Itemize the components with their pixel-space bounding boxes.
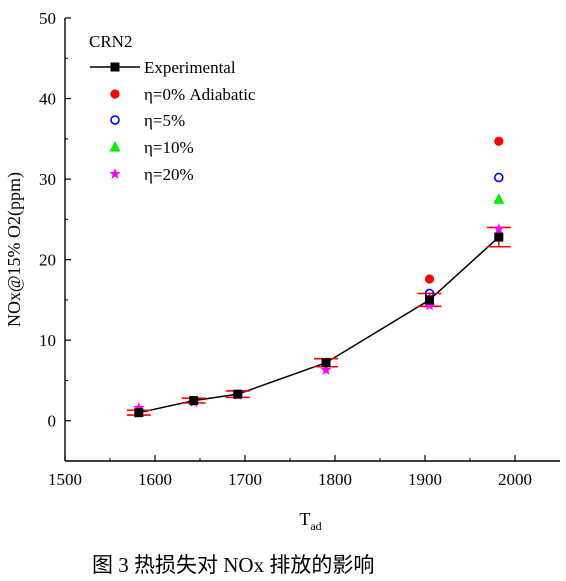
figure-caption: 图 3 热损失对 NOx 排放的影响 bbox=[92, 553, 374, 577]
x-axis-title-main: T bbox=[299, 509, 310, 529]
data-point-star bbox=[133, 401, 145, 413]
legend-marker-triangle bbox=[109, 141, 121, 152]
legend-marker-square bbox=[110, 62, 120, 72]
legend-marker-star bbox=[109, 168, 121, 179]
legend-title: CRN2 bbox=[89, 32, 132, 51]
legend-label: η=20% bbox=[144, 165, 194, 184]
legend-label: η=10% bbox=[144, 138, 194, 157]
axes: 1500 1600 1700 1800 1900 2000 0 10 20 30 40 50 Tad NO… bbox=[4, 9, 560, 533]
experimental-line bbox=[138, 236, 500, 414]
legend-marker-circle-filled bbox=[110, 89, 120, 99]
y-tick-label: 20 bbox=[39, 251, 56, 270]
y-tick-label: 10 bbox=[39, 331, 56, 350]
data-point-square bbox=[425, 295, 434, 305]
data-point-star bbox=[423, 299, 436, 311]
legend-label: Experimental bbox=[144, 58, 236, 77]
x-tick-label: 1700 bbox=[228, 470, 262, 489]
legend: CRN2 Experimental η=0% Adiabatic η=5% η=10% η… bbox=[89, 32, 256, 184]
x-tick-label: 1500 bbox=[48, 470, 82, 489]
y-tick-label: 0 bbox=[48, 412, 57, 431]
data-point-star bbox=[493, 223, 505, 234]
data-point-circle-filled bbox=[424, 274, 435, 284]
data-point-square bbox=[189, 396, 199, 406]
y-axis-title: NOx@15% O2(ppm) bbox=[4, 172, 25, 327]
legend-label: η=5% bbox=[144, 111, 185, 130]
x-axis-title-subscript: ad bbox=[310, 519, 321, 533]
x-tick-label: 1800 bbox=[318, 470, 352, 489]
data-point-circle-open bbox=[493, 172, 504, 183]
y-tick-label: 30 bbox=[39, 170, 56, 189]
data-point-star bbox=[320, 363, 332, 375]
data-point-circle-filled bbox=[494, 136, 504, 146]
x-tick-label: 2000 bbox=[498, 470, 532, 489]
y-tick-label: 50 bbox=[39, 9, 56, 28]
x-tick-label: 1600 bbox=[138, 470, 172, 489]
legend-label: η=0% Adiabatic bbox=[144, 85, 256, 104]
x-tick-label: 1900 bbox=[408, 470, 442, 489]
data-point-square bbox=[134, 408, 144, 418]
plot-marks bbox=[126, 136, 511, 418]
data-point-square bbox=[321, 358, 331, 368]
data-point-triangle bbox=[493, 193, 505, 204]
data-point-square bbox=[494, 232, 504, 242]
y-tick-label: 40 bbox=[39, 90, 56, 109]
data-point-square bbox=[233, 389, 243, 399]
legend-marker-circle-open bbox=[110, 115, 120, 125]
x-axis-title: Tad bbox=[299, 509, 321, 533]
